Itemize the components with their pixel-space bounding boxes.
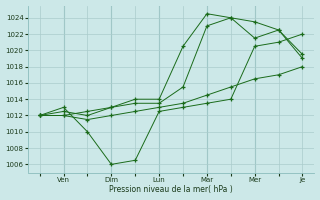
X-axis label: Pression niveau de la mer( hPa ): Pression niveau de la mer( hPa ): [109, 185, 233, 194]
